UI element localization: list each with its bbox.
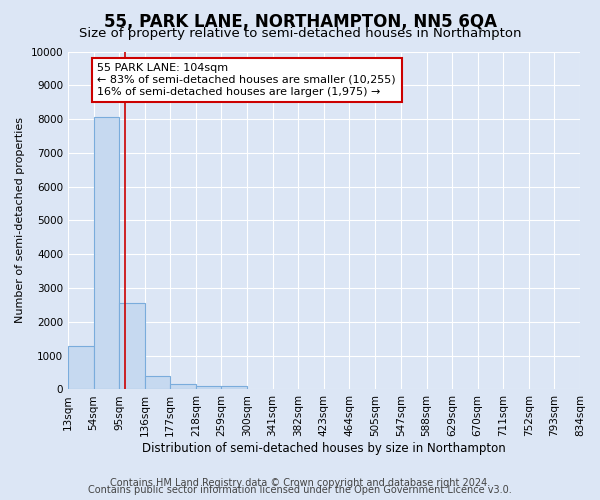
Bar — [119, 304, 145, 390]
Bar — [145, 376, 170, 390]
Bar — [170, 384, 196, 390]
Text: 55 PARK LANE: 104sqm
← 83% of semi-detached houses are smaller (10,255)
16% of s: 55 PARK LANE: 104sqm ← 83% of semi-detac… — [97, 64, 396, 96]
Text: Contains HM Land Registry data © Crown copyright and database right 2024.: Contains HM Land Registry data © Crown c… — [110, 478, 490, 488]
Text: Contains public sector information licensed under the Open Government Licence v3: Contains public sector information licen… — [88, 485, 512, 495]
Bar — [221, 386, 247, 390]
X-axis label: Distribution of semi-detached houses by size in Northampton: Distribution of semi-detached houses by … — [142, 442, 506, 455]
Y-axis label: Number of semi-detached properties: Number of semi-detached properties — [15, 118, 25, 324]
Text: Size of property relative to semi-detached houses in Northampton: Size of property relative to semi-detach… — [79, 28, 521, 40]
Bar — [94, 118, 119, 390]
Bar — [196, 386, 221, 390]
Bar — [68, 346, 94, 390]
Text: 55, PARK LANE, NORTHAMPTON, NN5 6QA: 55, PARK LANE, NORTHAMPTON, NN5 6QA — [104, 12, 497, 30]
